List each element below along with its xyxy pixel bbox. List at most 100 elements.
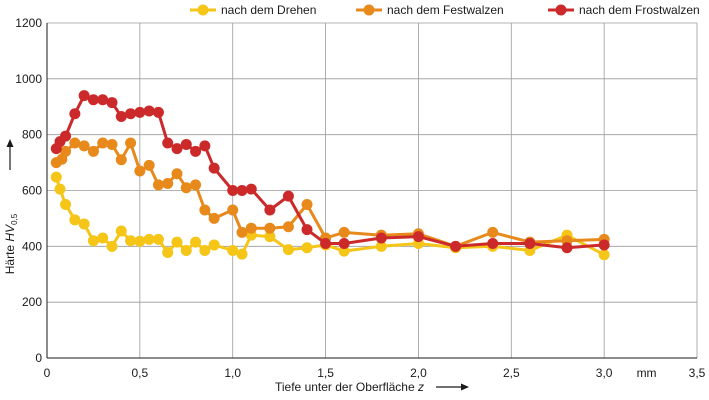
data-point: [338, 245, 350, 257]
data-point: [125, 137, 137, 149]
data-point: [152, 233, 164, 245]
data-point: [152, 179, 164, 191]
data-point: [171, 236, 183, 248]
y-tick-label: 200: [22, 295, 42, 309]
y-tick-label: 0: [35, 351, 42, 365]
data-point: [87, 145, 99, 157]
data-point: [69, 108, 81, 120]
legend: nach dem Drehen nach dem Festwalzen nach d…: [190, 3, 700, 17]
x-tick-label: 2,0: [410, 366, 427, 380]
data-point: [320, 238, 332, 250]
data-point: [171, 143, 183, 155]
data-point: [301, 224, 313, 236]
data-point: [134, 235, 146, 247]
y-tick-label: 800: [22, 128, 42, 142]
data-point: [236, 248, 248, 260]
y-axis-arrowhead: [6, 139, 14, 147]
data-point: [450, 240, 462, 252]
y-tick-label: 600: [22, 184, 42, 198]
y-axis-title: Härte HV0,5: [3, 213, 19, 274]
x-tick-label: 0: [44, 366, 51, 380]
legend-swatch-marker: [555, 4, 567, 16]
data-point: [375, 232, 387, 244]
data-point: [301, 198, 313, 210]
data-point: [227, 245, 239, 257]
data-point: [524, 238, 536, 250]
data-point: [162, 137, 174, 149]
y-tick-labels: 0 200 400 600 800 1000 1200: [15, 16, 42, 365]
data-point: [69, 214, 81, 226]
y-tick-label: 1000: [15, 72, 42, 86]
data-point: [152, 106, 164, 118]
data-point: [115, 154, 127, 166]
data-point: [50, 171, 62, 183]
data-point: [134, 165, 146, 177]
data-point: [162, 178, 174, 190]
data-point: [78, 218, 90, 230]
x-tick-label: 2,5: [503, 366, 520, 380]
data-point: [87, 94, 99, 106]
data-point: [54, 183, 66, 195]
x-axis-title: Tiefe unter der Oberfläche z: [275, 380, 424, 394]
data-point: [208, 162, 220, 174]
data-point: [134, 106, 146, 118]
data-point: [125, 235, 137, 247]
data-point: [143, 233, 155, 245]
data-point: [97, 137, 109, 149]
data-point: [236, 185, 248, 196]
data-point: [87, 235, 99, 247]
data-point: [180, 138, 192, 150]
legend-label: nach dem Frostwalzen: [579, 3, 700, 17]
data-point: [78, 90, 90, 102]
y-axis-title-group: Härte HV0,5: [3, 139, 19, 274]
legend-swatch-marker: [197, 4, 209, 16]
data-point: [97, 94, 109, 106]
y-tick-label: 400: [22, 239, 42, 253]
legend-label: nach dem Festwalzen: [387, 3, 504, 17]
data-point: [115, 225, 127, 237]
data-point: [208, 212, 220, 224]
data-point: [125, 108, 137, 120]
data-point: [375, 240, 387, 252]
data-point: [199, 245, 211, 257]
data-point: [264, 231, 276, 243]
data-point: [97, 232, 109, 244]
series-line: [55, 141, 605, 248]
data-point: [106, 97, 118, 109]
data-point: [199, 204, 211, 216]
data-point: [282, 244, 294, 256]
data-point: [598, 249, 610, 261]
legend-label: nach dem Drehen: [221, 3, 316, 17]
data-point: [245, 222, 257, 234]
data-point: [264, 204, 276, 216]
data-point: [162, 246, 174, 258]
data-point: [190, 179, 202, 191]
data-point: [487, 226, 499, 238]
gridlines: [47, 22, 698, 358]
series-3: [50, 90, 610, 254]
data-point: [60, 198, 72, 210]
data-point: [264, 222, 276, 234]
x-tick-label: 3,5: [689, 366, 706, 380]
data-point: [598, 239, 610, 251]
data-point: [60, 130, 72, 142]
data-point: [412, 231, 424, 243]
series: [50, 90, 610, 261]
data-point: [338, 238, 350, 250]
series-2: [50, 137, 610, 252]
data-point: [115, 111, 127, 123]
x-axis-title-group: Tiefe unter der Oberfläche z: [275, 380, 469, 394]
y-tick-label: 1200: [15, 16, 42, 30]
data-point: [227, 204, 239, 216]
x-tick-label: 1,0: [224, 366, 241, 380]
data-point: [106, 240, 118, 252]
x-axis-arrowhead: [461, 383, 469, 391]
x-tick-label: 3,0: [596, 366, 613, 380]
data-point: [236, 226, 248, 238]
legend-item: nach dem Festwalzen: [356, 3, 504, 17]
data-point: [180, 182, 192, 194]
data-point: [143, 105, 155, 117]
data-point: [171, 168, 183, 180]
x-tick-label: 0,5: [132, 366, 149, 380]
